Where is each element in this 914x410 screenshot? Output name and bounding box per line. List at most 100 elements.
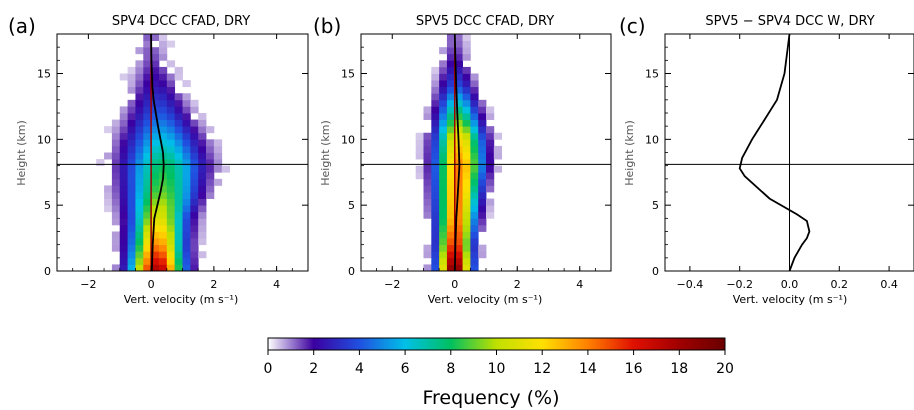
x-tick-label: −0.2	[726, 278, 753, 291]
heatmap-cell	[431, 119, 440, 127]
panel-b-title: SPV5 DCC CFAD, DRY	[416, 14, 554, 29]
heatmap-cell	[158, 132, 168, 140]
heatmap-cell	[190, 172, 199, 180]
heatmap-cell	[174, 218, 183, 226]
heatmap-cell	[454, 80, 463, 88]
heatmap-cell	[166, 211, 176, 219]
heatmap-cell	[446, 257, 456, 265]
heatmap-cell	[182, 159, 191, 167]
panel-c: (c) SPV5 − SPV4 DCC W, DRY −0.4 −0.2 0.0 0.…	[619, 14, 914, 306]
heatmap-cell	[478, 119, 487, 127]
heatmap-cell	[174, 152, 183, 160]
heatmap-cell	[478, 211, 487, 219]
heatmap-cell	[446, 185, 456, 193]
heatmap-cell	[198, 198, 207, 206]
heatmap-cell	[206, 152, 215, 160]
heatmap-cell	[431, 185, 440, 193]
heatmap-cell	[135, 244, 144, 252]
heatmap-cell	[190, 145, 199, 153]
heatmap-cell	[462, 178, 471, 186]
heatmap-cell	[439, 238, 448, 246]
heatmap-cell	[446, 66, 456, 74]
heatmap-cell	[462, 99, 471, 107]
heatmap-cell	[111, 198, 121, 206]
heatmap-cell	[143, 218, 152, 226]
heatmap-cell	[174, 73, 183, 81]
heatmap-cell	[431, 99, 440, 107]
heatmap-cell	[206, 172, 215, 180]
heatmap-cell	[446, 159, 456, 167]
heatmap-cell	[151, 86, 160, 94]
heatmap-cell	[446, 198, 456, 206]
heatmap-cell	[119, 145, 128, 153]
heatmap-cell	[415, 172, 424, 180]
heatmap-cell	[166, 198, 176, 206]
heatmap-cell	[158, 257, 168, 265]
heatmap-cell	[174, 205, 183, 213]
heatmap-cell	[151, 205, 160, 213]
heatmap-cell	[439, 86, 448, 94]
heatmap-cell	[127, 251, 136, 259]
heatmap-cell	[143, 224, 152, 232]
heatmap-cell	[127, 73, 136, 81]
heatmap-cell	[119, 132, 128, 140]
heatmap-cell	[213, 165, 223, 173]
heatmap-cell	[423, 113, 432, 120]
panel-a-mean-profile	[150, 33, 165, 272]
heatmap-cell	[198, 159, 207, 167]
colorbar-tick-label: 8	[446, 361, 455, 377]
colorbar-tick-label: 16	[625, 361, 643, 377]
panel-b: (b) SPV5 DCC CFAD, DRY −2 0 2 4 0 5 10 15 Vert.…	[313, 14, 612, 306]
heatmap-cell	[470, 178, 479, 186]
heatmap-cell	[213, 139, 223, 147]
heatmap-cell	[478, 185, 487, 193]
heatmap-cell	[439, 132, 448, 140]
heatmap-cell	[127, 178, 136, 186]
heatmap-cell	[151, 152, 160, 160]
heatmap-cell	[486, 159, 495, 167]
y-tick-label: 10	[645, 133, 659, 146]
heatmap-cell	[454, 264, 463, 272]
heatmap-cell	[190, 251, 199, 259]
heatmap-cell	[151, 198, 160, 206]
heatmap-cell	[462, 172, 471, 180]
colorbar-tick-label: 6	[401, 361, 410, 377]
heatmap-cell	[143, 231, 152, 239]
heatmap-cell	[439, 165, 448, 173]
heatmap-cell	[151, 218, 160, 226]
heatmap-cell	[174, 93, 183, 101]
heatmap-cell	[151, 231, 160, 239]
heatmap-cell	[423, 152, 432, 160]
heatmap-cell	[454, 218, 463, 226]
heatmap-cell	[206, 178, 215, 186]
heatmap-cell	[143, 126, 152, 134]
heatmap-cell	[119, 73, 128, 81]
heatmap-cell	[143, 238, 152, 246]
heatmap-cell	[493, 145, 503, 153]
heatmap-cell	[439, 264, 448, 272]
heatmap-cell	[454, 205, 463, 213]
heatmap-cell	[198, 145, 207, 153]
heatmap-cell	[119, 159, 128, 167]
heatmap-cell	[423, 198, 432, 206]
heatmap-cell	[486, 106, 495, 114]
heatmap-cell	[423, 178, 432, 186]
heatmap-cell	[446, 264, 456, 272]
heatmap-cell	[111, 244, 121, 252]
heatmap-cell	[446, 93, 456, 101]
heatmap-cell	[182, 185, 191, 193]
heatmap-cell	[198, 165, 207, 173]
heatmap-cell	[190, 165, 199, 173]
heatmap-cell	[446, 145, 456, 153]
heatmap-cell	[190, 205, 199, 213]
heatmap-cell	[446, 47, 456, 55]
heatmap-cell	[431, 257, 440, 265]
heatmap-cell	[478, 126, 487, 134]
heatmap-cell	[454, 257, 463, 265]
heatmap-cell	[143, 73, 152, 81]
panel-c-plot-area	[738, 33, 811, 272]
heatmap-cell	[119, 106, 128, 114]
heatmap-cell	[439, 126, 448, 134]
heatmap-cell	[143, 60, 152, 68]
heatmap-cell	[158, 218, 168, 226]
